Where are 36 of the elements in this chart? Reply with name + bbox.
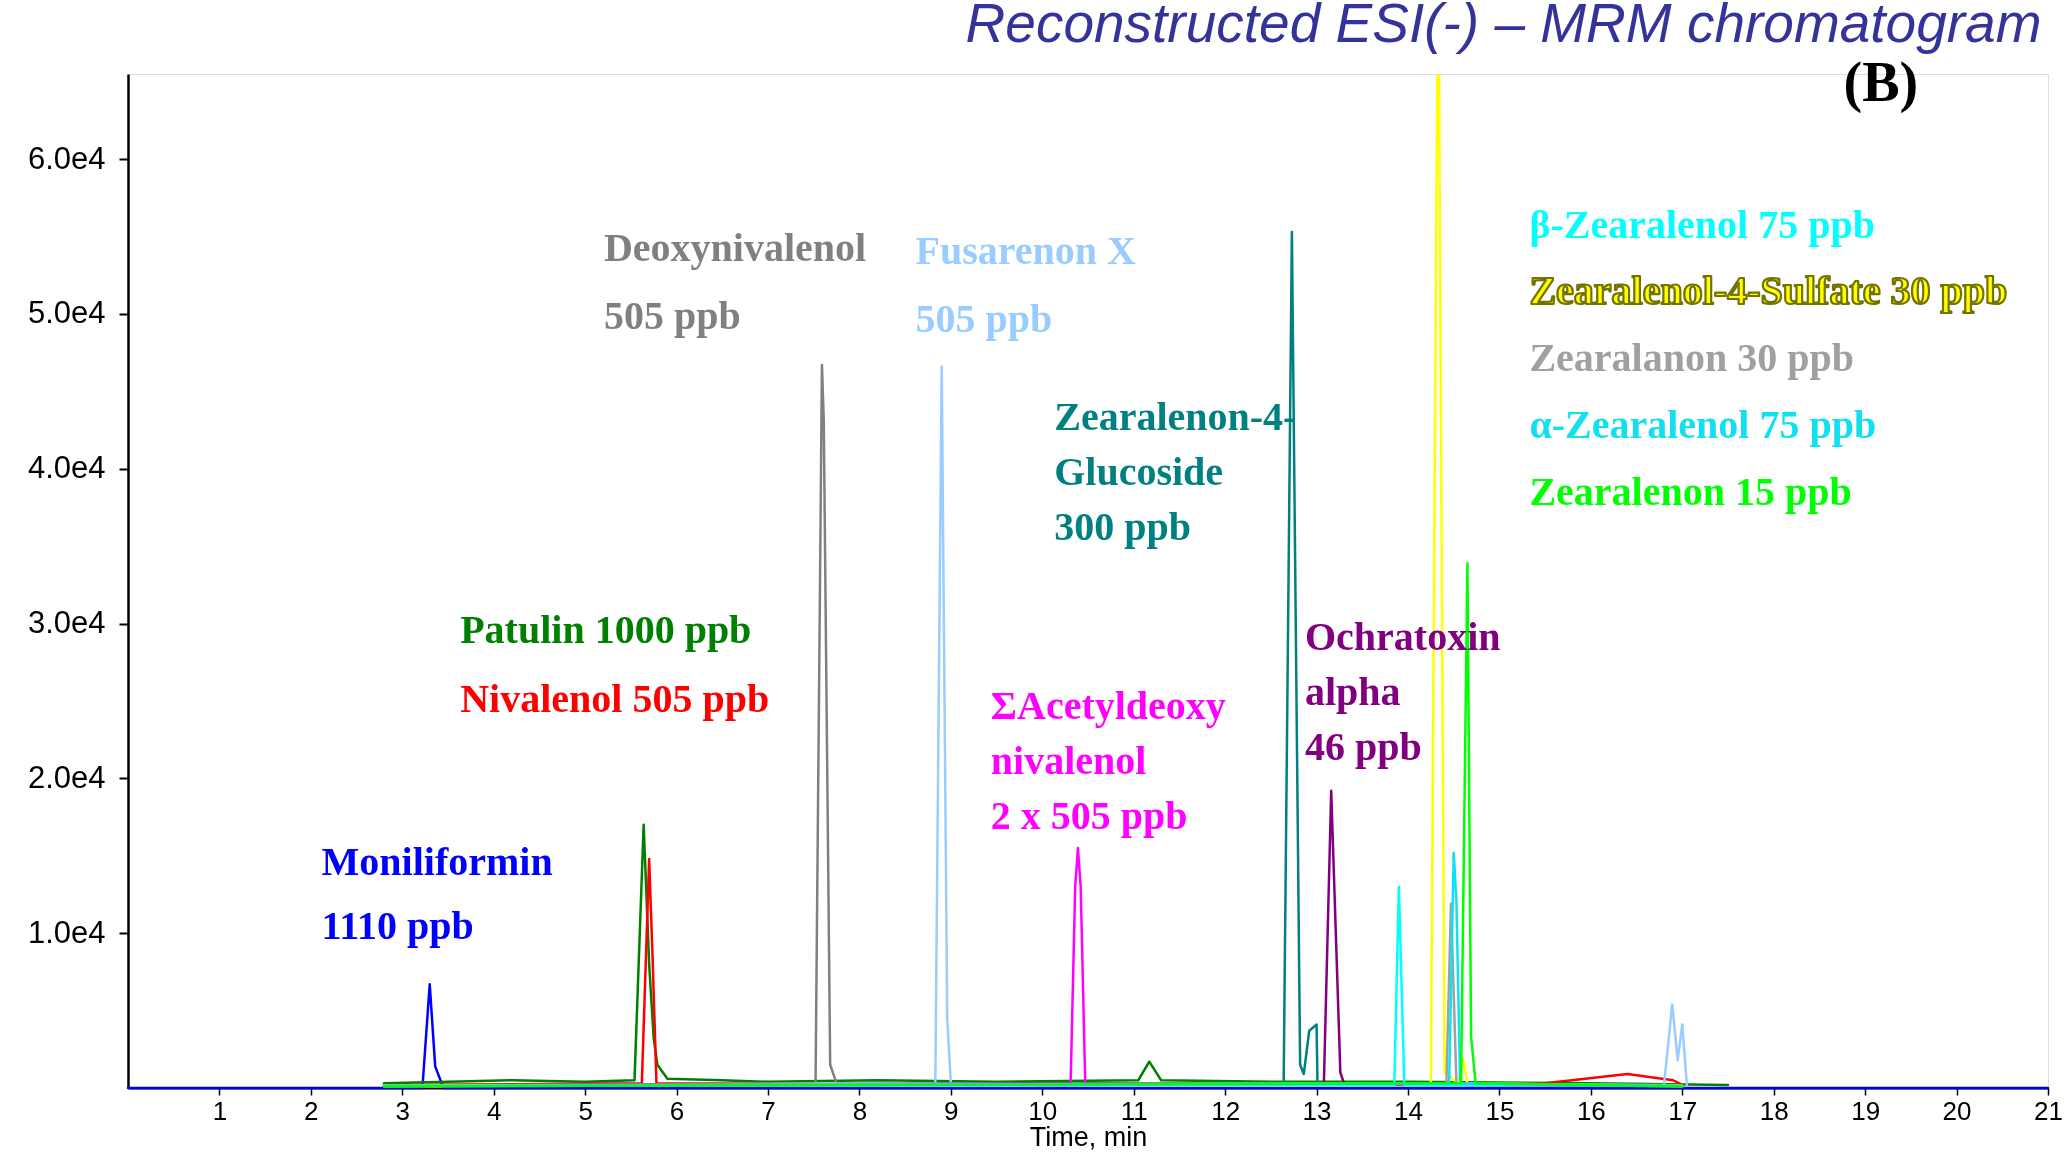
text: α-Zearalenol 75 ppb [1529,402,1877,448]
x-tick-label: 7 [761,1095,776,1126]
y-tick-label: 6.0e4 [27,140,106,176]
x-tick-label: 14 [1394,1095,1423,1126]
series-label: Deoxynivalenol 505 ppb [603,225,867,338]
y-tick-label: 3.0e4 [27,605,106,641]
x-tick-label: 8 [852,1095,868,1126]
x-tick-label: 19 [1851,1095,1881,1126]
x-tick-label: 2 [304,1095,319,1126]
text: β-Zearalenol 75 ppb [1529,201,1875,247]
x-tick-label: 4 [486,1095,502,1126]
y-tick-label: 4.0e4 [27,450,106,486]
x-tick-label: 5 [578,1095,593,1126]
x-tick-label: 6 [669,1095,685,1126]
x-tick-label: 17 [1668,1095,1698,1126]
y-tick-label: 1.0e4 [27,914,106,950]
x-tick-label: 9 [944,1095,959,1126]
y-tick-label: 2.0e4 [27,759,106,795]
x-tick-label: 12 [1211,1095,1241,1126]
text: Zearalenol-4-Sulfate 30 ppb [1529,268,2008,314]
text: Moniliformin 1110 ppb [321,838,553,949]
x-tick-label: 1 [212,1095,228,1126]
y-tick-label: 5.0e4 [27,295,106,331]
x-tick-label: 16 [1576,1095,1606,1126]
x-tick-label: 20 [1942,1095,1972,1126]
text: Patulin 1000 ppb [460,606,752,652]
series-label: Fusarenon X 505 ppb [915,227,1137,342]
series-label: Zearalenon 15 ppb [1529,468,1852,514]
x-tick-label: 15 [1485,1095,1515,1126]
x-tick-label: 18 [1759,1095,1789,1126]
x-tick-label: 13 [1302,1095,1332,1126]
x-tick-label: 21 [2034,1095,2063,1126]
x-tick-label: 3 [395,1095,411,1126]
text: Zearalanon 30 ppb [1529,334,1854,380]
text: Nivalenol 505 ppb [460,675,770,721]
text: ΣAcetyldeoxy nivalenol 2 x 505 ppb [990,683,1226,839]
